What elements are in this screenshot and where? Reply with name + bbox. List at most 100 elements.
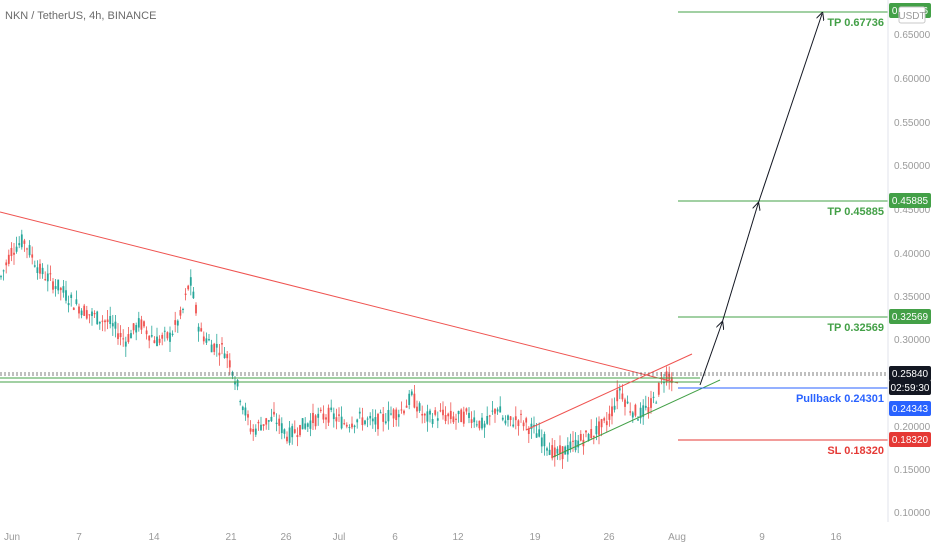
- candle: [270, 408, 273, 422]
- candle: [101, 315, 104, 332]
- currency-box[interactable]: [898, 6, 926, 24]
- y-tick-label: 0.50000: [894, 161, 931, 172]
- candle: [252, 424, 255, 441]
- candle: [36, 260, 39, 280]
- candle: [624, 397, 626, 416]
- time-axis[interactable]: Jun 7 14 21 26 Jul 6 12 19 26 Aug 9 16: [4, 532, 842, 543]
- candle: [577, 434, 580, 454]
- x-tick-label: Aug: [668, 532, 686, 543]
- candle: [260, 416, 262, 431]
- level-label: TP 0.32569: [827, 322, 884, 334]
- candle: [600, 418, 603, 437]
- downtrend-line[interactable]: [0, 211, 679, 384]
- candle: [392, 408, 395, 427]
- candle: [663, 373, 665, 393]
- candle: [585, 429, 587, 438]
- candle: [423, 412, 426, 424]
- candle: [408, 390, 411, 410]
- candle: [247, 410, 249, 426]
- candle: [278, 414, 281, 435]
- x-tick-label: Jun: [4, 532, 20, 543]
- candle: [158, 335, 161, 346]
- x-tick-label: 26: [603, 532, 615, 543]
- candle: [124, 336, 127, 357]
- projection-arrow-2[interactable]: [721, 204, 758, 324]
- candle: [189, 269, 192, 296]
- candle: [111, 314, 114, 336]
- candle: [72, 306, 75, 311]
- candle: [41, 263, 44, 279]
- candle: [213, 342, 216, 356]
- candle: [546, 446, 548, 456]
- candle: [397, 409, 400, 427]
- y-tick-label: 0.40000: [894, 249, 931, 260]
- channel-lower-line[interactable]: [552, 379, 721, 458]
- price-tag-label: 0.24343: [892, 404, 929, 415]
- candle: [184, 288, 187, 301]
- channel-upper-line[interactable]: [525, 353, 693, 431]
- candle: [163, 326, 166, 342]
- y-tick-label: 0.45000: [894, 205, 931, 216]
- candle: [377, 412, 379, 436]
- candle: [436, 411, 439, 429]
- candle: [327, 404, 330, 426]
- candle: [67, 295, 70, 313]
- candle: [553, 440, 556, 467]
- candle: [0, 274, 2, 280]
- candle: [447, 412, 450, 425]
- candle: [603, 416, 606, 424]
- candle: [96, 310, 99, 325]
- candle: [54, 278, 57, 297]
- candle: [449, 402, 452, 424]
- candle: [470, 411, 473, 429]
- candle: [512, 417, 515, 428]
- candle: [18, 236, 21, 249]
- candle: [551, 438, 554, 461]
- candle: [114, 315, 117, 338]
- candle: [556, 446, 559, 460]
- candle: [387, 401, 390, 430]
- candle: [150, 325, 153, 338]
- candle: [416, 400, 418, 419]
- price-tag: 0.24343: [889, 401, 931, 416]
- price-tag-label: 0.25840: [892, 369, 929, 380]
- price-axis[interactable]: 0.65000 0.60000 0.55000 0.50000 0.45000 0.400…: [894, 30, 931, 519]
- candle: [579, 430, 582, 442]
- candle: [106, 310, 109, 330]
- candle: [85, 305, 88, 320]
- candle: [507, 414, 509, 427]
- candle: [517, 419, 520, 436]
- candle: [488, 414, 491, 426]
- y-tick-label: 0.60000: [894, 74, 931, 85]
- candle: [496, 407, 499, 415]
- candle: [345, 422, 348, 429]
- candle: [384, 413, 387, 425]
- currency-badge[interactable]: USDT: [898, 6, 926, 24]
- candle: [548, 442, 551, 456]
- projection-arrow-1[interactable]: [699, 323, 722, 386]
- candle: [538, 422, 541, 438]
- symbol-title[interactable]: NKN / TetherUS, 4h, BINANCE: [5, 10, 157, 22]
- candle: [109, 306, 112, 329]
- candle: [23, 238, 26, 252]
- candle: [145, 326, 148, 340]
- candle: [371, 409, 374, 429]
- candle: [239, 399, 242, 406]
- candle: [143, 320, 145, 329]
- candle: [275, 413, 278, 432]
- projection-arrow-3[interactable]: [757, 14, 822, 205]
- candle: [564, 445, 567, 455]
- candle: [647, 396, 650, 419]
- candle: [452, 411, 455, 424]
- candle: [514, 406, 517, 430]
- candle: [616, 380, 619, 410]
- candle: [127, 327, 130, 344]
- candle: [499, 396, 502, 413]
- candle: [299, 424, 301, 438]
- candle: [210, 339, 213, 353]
- candle: [2, 269, 5, 281]
- candle: [439, 403, 442, 413]
- candle: [621, 384, 624, 402]
- candle: [221, 337, 223, 355]
